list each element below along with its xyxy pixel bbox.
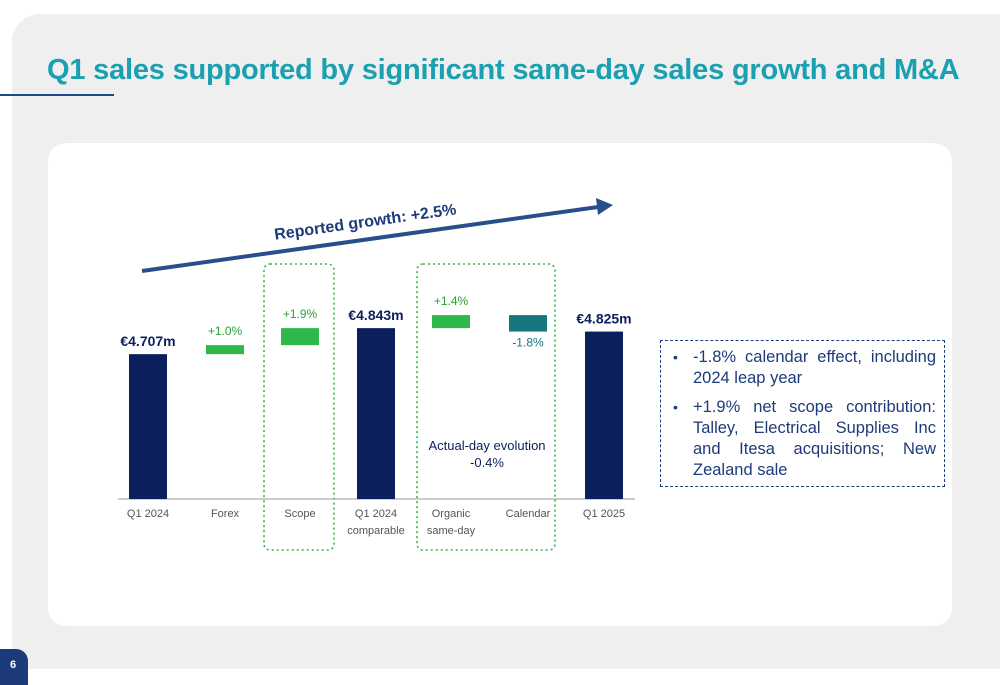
bar-q1-2024 bbox=[129, 354, 167, 499]
category-label-q1-2025: Q1 2025 bbox=[583, 508, 625, 520]
value-label-organic-same-day: +1.4% bbox=[434, 294, 469, 308]
page-number-tab: 6 bbox=[0, 649, 28, 685]
value-label-calendar: -1.8% bbox=[512, 336, 544, 350]
category-label-scope: Scope bbox=[284, 508, 315, 520]
bar-scope bbox=[281, 328, 319, 346]
value-label-forex: +1.0% bbox=[208, 324, 243, 338]
bar-calendar bbox=[509, 315, 547, 332]
note-scope: +1.9% net scope contribution: Talley, El… bbox=[673, 397, 936, 481]
category-label-q1-2024-comparable: Q1 2024 bbox=[355, 508, 397, 520]
category-label-forex: Forex bbox=[211, 508, 240, 520]
bar-forex bbox=[206, 345, 244, 355]
category-label-q1-2024: Q1 2024 bbox=[127, 508, 169, 520]
page-title: Q1 sales supported by significant same-d… bbox=[47, 54, 960, 86]
value-label-q1-2024: €4.707m bbox=[120, 333, 175, 349]
category-label-calendar: Calendar bbox=[506, 508, 551, 520]
bar-organic-same-day bbox=[432, 315, 470, 329]
title-underline bbox=[0, 94, 114, 96]
notes-box: -1.8% calendar effect, including 2024 le… bbox=[660, 340, 945, 487]
category-label-organic-same-day: Organic bbox=[432, 508, 471, 520]
bar-q1-2025 bbox=[585, 331, 623, 499]
actual-day-evolution-value: -0.4% bbox=[470, 455, 504, 470]
highlight-box-organic-calendar bbox=[416, 263, 556, 551]
category-label-organic-same-day-line2: same-day bbox=[427, 525, 476, 537]
notes-list: -1.8% calendar effect, including 2024 le… bbox=[669, 347, 936, 481]
value-label-q1-2025: €4.825m bbox=[576, 311, 631, 327]
note-calendar: -1.8% calendar effect, including 2024 le… bbox=[673, 347, 936, 389]
actual-day-evolution-label: Actual-day evolution bbox=[428, 438, 545, 453]
value-label-scope: +1.9% bbox=[283, 307, 318, 321]
reported-growth-arrow-shaft bbox=[141, 205, 599, 273]
bar-q1-2024-comparable bbox=[357, 328, 395, 499]
category-label-q1-2024-comparable-line2: comparable bbox=[347, 525, 404, 537]
value-label-q1-2024-comparable: €4.843m bbox=[348, 307, 403, 323]
page-number: 6 bbox=[9, 659, 17, 671]
reported-growth-label: Reported growth: +2.5% bbox=[273, 201, 457, 243]
reported-growth-arrowhead bbox=[596, 198, 613, 215]
